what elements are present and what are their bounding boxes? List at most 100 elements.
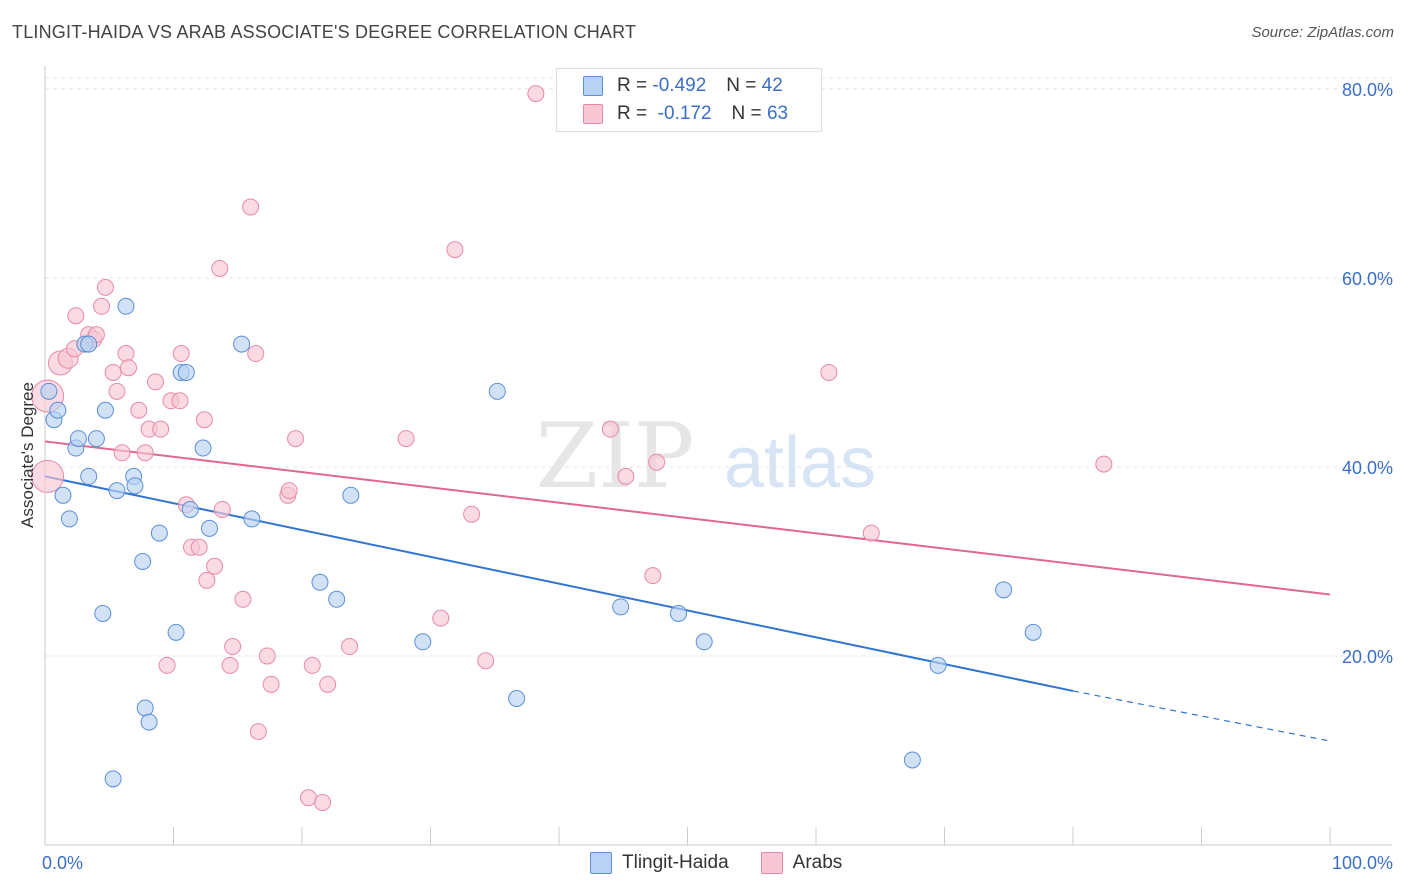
- legend-row-tlingit-haida: R = -0.492 N = 42: [583, 72, 783, 100]
- y-tick-label: 20.0%: [1342, 647, 1393, 667]
- grid-lines: [45, 77, 1392, 657]
- data-point: [40, 382, 58, 400]
- data-point: [328, 590, 346, 608]
- data-point: [341, 638, 359, 656]
- data-point: [108, 382, 126, 400]
- data-point: [67, 307, 85, 325]
- data-point: [258, 647, 276, 665]
- data-point: [695, 633, 713, 651]
- watermark-zip: ZIP: [536, 404, 695, 509]
- data-point: [319, 675, 337, 693]
- data-point: [80, 335, 98, 353]
- data-point: [247, 345, 265, 363]
- data-point: [152, 420, 170, 438]
- data-point: [508, 690, 526, 708]
- data-point: [117, 297, 135, 315]
- data-point: [903, 751, 921, 769]
- legend-r-value: -0.492: [652, 75, 707, 96]
- data-point: [49, 401, 67, 419]
- data-point: [213, 500, 231, 518]
- data-point: [211, 259, 229, 277]
- data-point: [200, 519, 218, 537]
- legend-label: Arabs: [792, 852, 843, 873]
- data-point: [862, 524, 880, 542]
- data-point: [299, 789, 317, 807]
- data-point: [194, 439, 212, 457]
- data-point: [108, 482, 126, 500]
- data-point: [158, 656, 176, 674]
- data-point: [136, 444, 154, 462]
- data-point: [31, 459, 65, 493]
- data-point: [432, 609, 450, 627]
- data-point: [224, 638, 242, 656]
- series-tlingit-haida: [40, 297, 1042, 788]
- data-point: [995, 581, 1013, 599]
- data-point: [177, 363, 195, 381]
- legend-swatch-blue: [590, 852, 612, 874]
- source-label: Source: ZipAtlas.com: [1251, 24, 1394, 41]
- series-arabs: [31, 85, 1113, 811]
- data-point: [242, 198, 260, 216]
- data-point: [150, 524, 168, 542]
- data-point: [60, 510, 78, 528]
- data-point: [648, 453, 666, 471]
- data-point: [96, 401, 114, 419]
- data-point: [233, 335, 251, 353]
- data-point: [477, 652, 495, 670]
- data-point: [234, 590, 252, 608]
- data-point: [644, 567, 662, 585]
- data-point: [249, 723, 267, 741]
- data-point: [136, 699, 154, 717]
- data-point: [126, 477, 144, 495]
- data-point: [311, 573, 329, 591]
- legend-item-arabs: Arabs: [760, 852, 843, 874]
- data-point: [488, 382, 506, 400]
- data-point: [94, 604, 112, 622]
- y-tick-label: 80.0%: [1342, 80, 1393, 100]
- legend-n-value: 42: [761, 75, 783, 96]
- data-point: [601, 420, 619, 438]
- data-point: [929, 656, 947, 674]
- legend-swatch-blue: [583, 76, 603, 96]
- legend-r-value: -0.172: [657, 103, 712, 124]
- x-tick-label: 0.0%: [42, 853, 83, 873]
- data-point: [1095, 455, 1113, 473]
- data-point: [69, 430, 87, 448]
- data-point: [134, 552, 152, 570]
- data-point: [820, 363, 838, 381]
- data-point: [93, 297, 111, 315]
- data-point: [117, 345, 135, 363]
- series-legend: Tlingit-Haida Arabs: [590, 852, 874, 874]
- data-point: [140, 713, 158, 731]
- correlation-legend: R = -0.492 N = 42 R = -0.172 N = 63: [556, 68, 822, 132]
- data-point: [670, 604, 688, 622]
- data-point: [243, 510, 261, 528]
- legend-item-tlingit-haida: Tlingit-Haida: [590, 852, 729, 874]
- data-point: [54, 486, 72, 504]
- y-axis-label: Associate's Degree: [18, 382, 37, 528]
- trend-line-pink: [44, 440, 1331, 596]
- data-point: [1024, 623, 1042, 641]
- data-point: [198, 571, 216, 589]
- tick-labels: 20.0% 40.0% 60.0% 80.0% 0.0% 100.0%: [42, 80, 1393, 873]
- data-point: [104, 363, 122, 381]
- data-point: [113, 444, 131, 462]
- legend-r-label: R =: [617, 75, 648, 96]
- legend-n-label: N =: [731, 103, 762, 124]
- data-point: [206, 557, 224, 575]
- data-point: [120, 359, 138, 377]
- data-point: [80, 467, 98, 485]
- data-point: [87, 430, 105, 448]
- y-tick-label: 60.0%: [1342, 269, 1393, 289]
- data-point: [617, 467, 635, 485]
- data-point: [463, 505, 481, 523]
- trend-line-extension: [1072, 690, 1331, 742]
- data-point: [280, 482, 298, 500]
- data-point: [262, 675, 280, 693]
- data-point: [612, 598, 630, 616]
- data-point: [414, 633, 432, 651]
- data-point: [195, 411, 213, 429]
- data-point: [221, 656, 239, 674]
- data-point: [147, 373, 165, 391]
